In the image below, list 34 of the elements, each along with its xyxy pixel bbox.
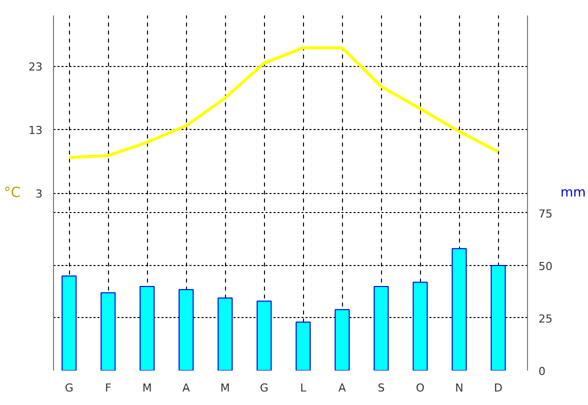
x-tick-label: L xyxy=(300,382,308,394)
x-tick-label: O xyxy=(416,382,425,394)
x-tick-label: A xyxy=(338,382,346,394)
bar xyxy=(452,248,467,370)
y2-axis-title: mm xyxy=(560,186,586,200)
bar xyxy=(256,300,272,370)
y-tick-label: 3 xyxy=(36,188,42,200)
x-tick-label: M xyxy=(142,382,152,394)
y2-tick-label: 25 xyxy=(538,312,552,326)
bar xyxy=(140,286,155,370)
x-tick-label: G xyxy=(260,382,268,394)
y2-tick-label: 0 xyxy=(538,365,546,378)
y-tick-label: 23 xyxy=(28,60,43,74)
bar xyxy=(374,286,389,370)
x-tick-label: N xyxy=(455,382,464,394)
x-tick-label: D xyxy=(494,382,502,394)
x-tick-label: M xyxy=(220,382,230,394)
y-axis-title: °C xyxy=(4,185,21,201)
x-tick-label: S xyxy=(378,382,385,394)
bar xyxy=(62,275,77,370)
bar xyxy=(412,282,428,370)
bar xyxy=(178,289,194,370)
x-tick-label: A xyxy=(182,382,190,394)
bar xyxy=(296,322,311,370)
y2-tick-label: 75 xyxy=(538,207,552,220)
y2-tick-label: 50 xyxy=(538,260,552,273)
bar xyxy=(490,264,506,370)
bar xyxy=(218,298,233,370)
bar xyxy=(334,309,350,370)
y-tick-label: 13 xyxy=(28,124,43,138)
line-series xyxy=(68,46,500,159)
x-tick-label: F xyxy=(104,382,112,394)
x-tick-label: G xyxy=(64,382,74,394)
bar xyxy=(100,292,116,370)
